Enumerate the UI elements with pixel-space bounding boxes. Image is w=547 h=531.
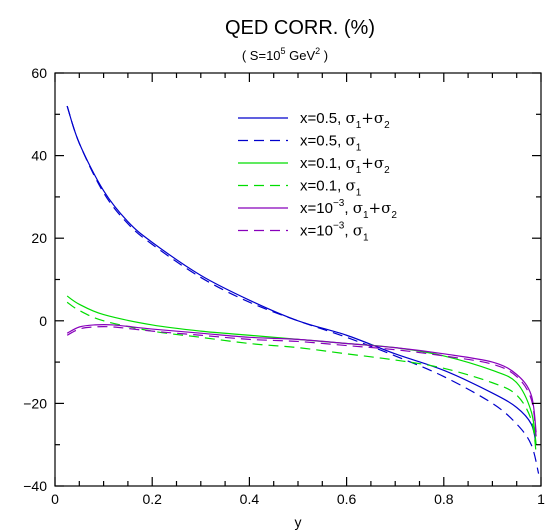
series-line-3 bbox=[66, 295, 537, 445]
x-tick-label: 0.4 bbox=[240, 491, 260, 507]
y-tick-label: 0 bbox=[39, 313, 47, 329]
chart-subtitle: ( S=105 GeV2 ) bbox=[242, 46, 328, 63]
x-axis-label: y bbox=[295, 514, 302, 530]
series-layer bbox=[66, 105, 540, 474]
y-tick-label: −40 bbox=[23, 478, 47, 494]
legend-entry-3: x=0.1, σ1+σ2 bbox=[300, 154, 390, 176]
legend-entry-5: x=10−3, σ1+σ2 bbox=[300, 198, 397, 221]
plot-area bbox=[54, 72, 542, 487]
chart-title: QED CORR. (%) bbox=[225, 17, 375, 39]
axis-layer: 0 0.2 0.4 0.6 0.8 1 −40 −20 0 20 40 60 bbox=[23, 65, 545, 507]
legend: x=0.5, σ1+σ2x=0.5, σ1x=0.1, σ1+σ2x=0.1, … bbox=[238, 109, 397, 244]
x-tick-label: 1 bbox=[537, 491, 545, 507]
legend-entry-2: x=0.5, σ1 bbox=[300, 132, 362, 154]
y-tick-label: −20 bbox=[23, 395, 47, 411]
y-tick-label: 40 bbox=[31, 148, 47, 164]
series-line-2 bbox=[66, 105, 540, 474]
legend-entry-4: x=0.1, σ1 bbox=[300, 177, 362, 199]
x-tick-label: 0.2 bbox=[142, 491, 162, 507]
y-tick-label: 60 bbox=[31, 65, 47, 81]
series-line-4 bbox=[66, 301, 537, 454]
x-tick-label: 0.6 bbox=[337, 491, 357, 507]
legend-entry-1: x=0.5, σ1+σ2 bbox=[300, 109, 390, 131]
legend-entry-6: x=10−3, σ1 bbox=[300, 221, 369, 244]
series-line-6 bbox=[66, 326, 537, 437]
y-tick-label: 20 bbox=[31, 230, 47, 246]
series-line-1 bbox=[66, 105, 537, 445]
x-tick-label: 0 bbox=[51, 491, 59, 507]
plot-frame bbox=[54, 72, 542, 487]
series-line-5 bbox=[66, 323, 537, 433]
x-tick-label: 0.8 bbox=[434, 491, 454, 507]
